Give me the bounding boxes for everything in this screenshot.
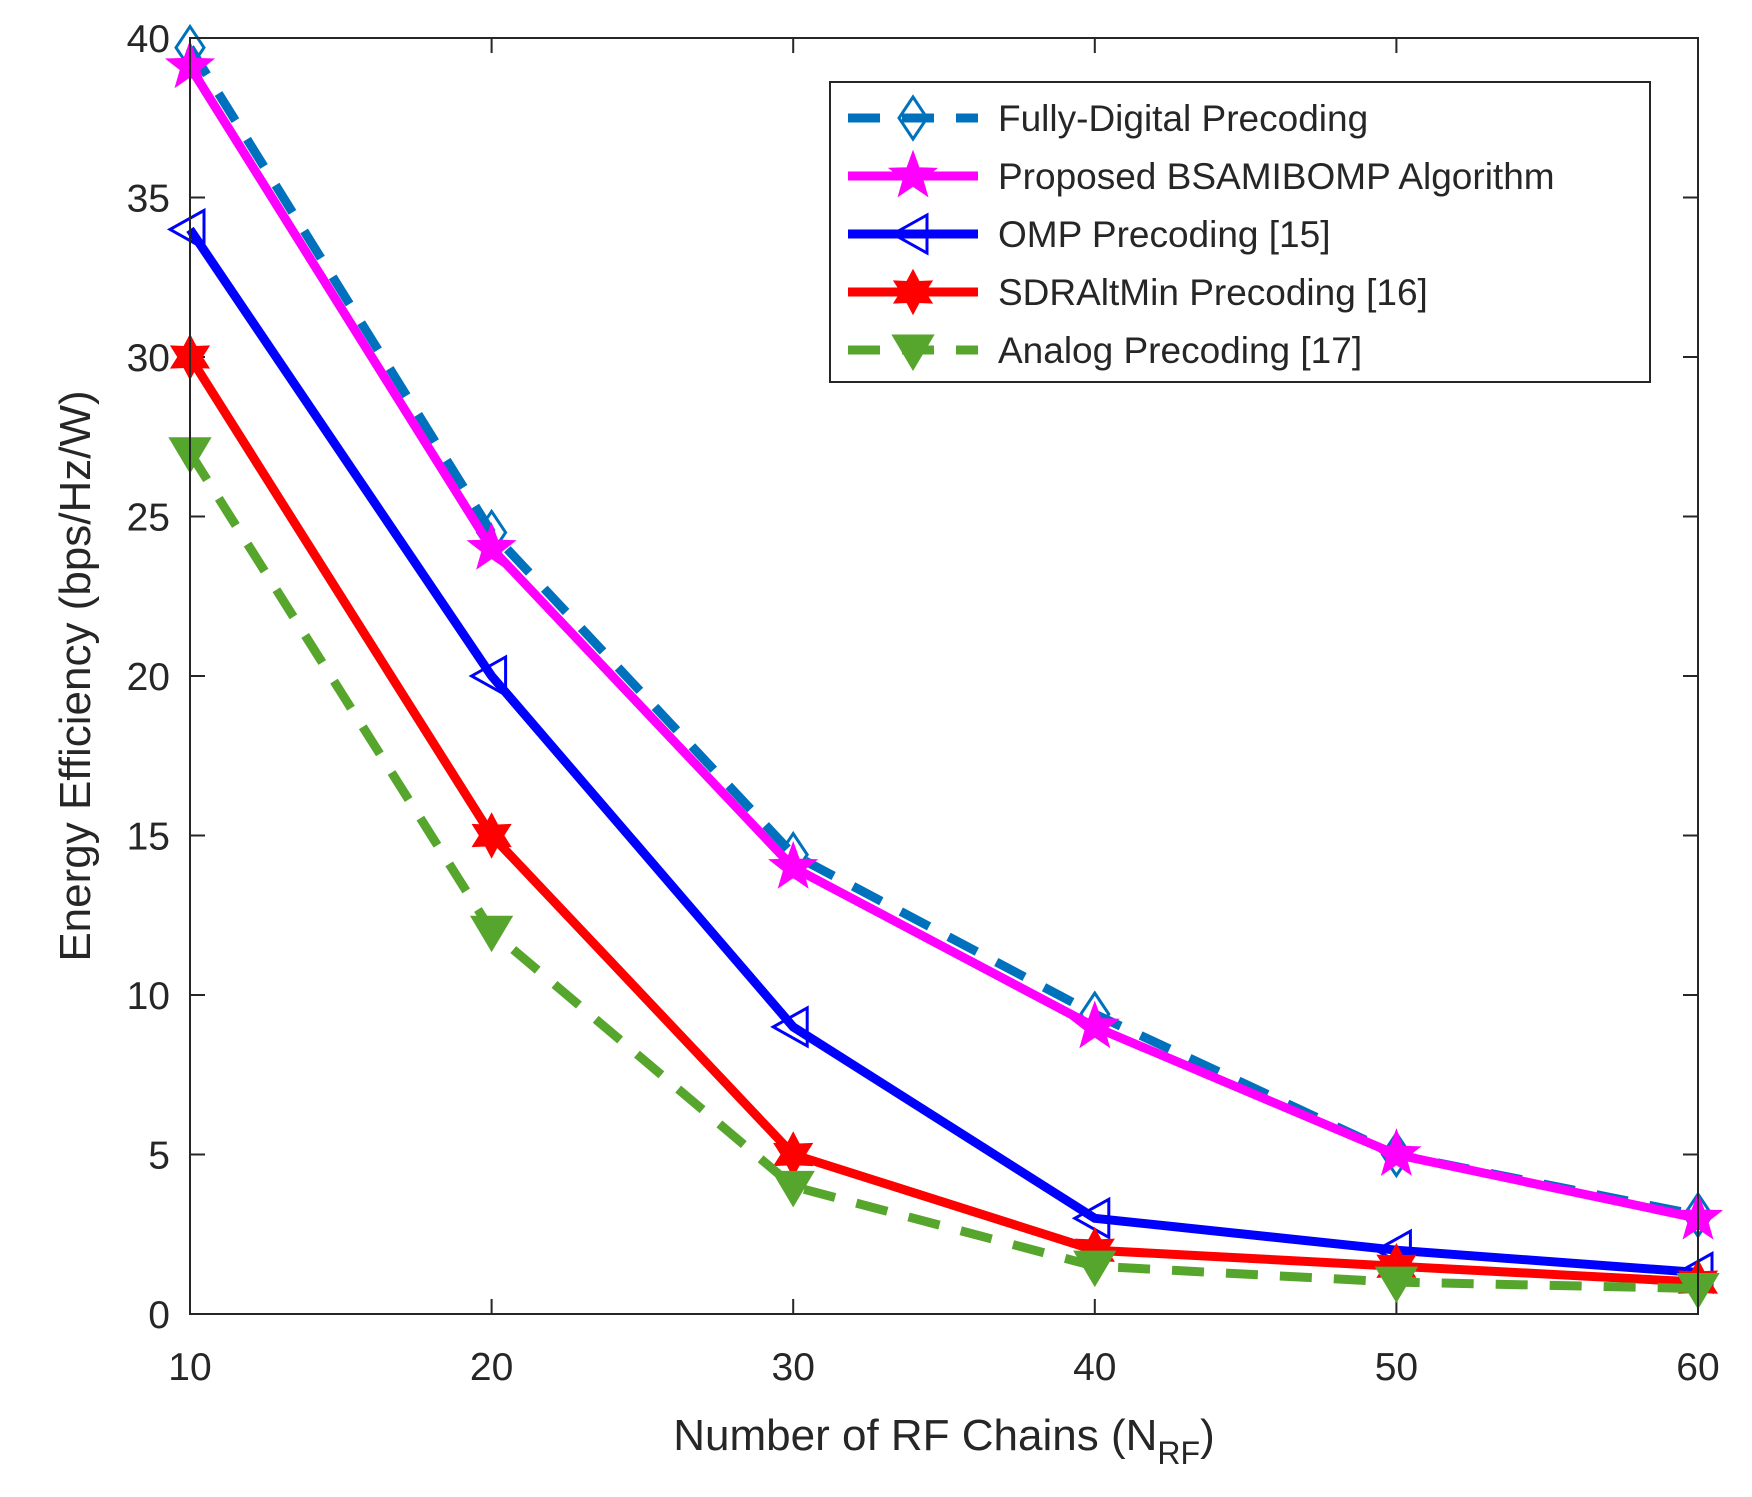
x-tick-label: 50 bbox=[1375, 1346, 1418, 1389]
legend-label: OMP Precoding [15] bbox=[998, 214, 1331, 255]
legend-marker bbox=[891, 334, 935, 371]
data-point-marker bbox=[768, 840, 819, 889]
legend-label: Analog Precoding [17] bbox=[998, 330, 1362, 371]
x-tick-label: 40 bbox=[1073, 1346, 1116, 1389]
y-axis-title: Energy Efficiency (bps/Hz/W) bbox=[51, 390, 100, 961]
legend-label: Proposed BSAMIBOMP Algorithm bbox=[998, 156, 1555, 197]
x-tick-label: 30 bbox=[772, 1346, 815, 1389]
data-point-marker bbox=[1069, 1000, 1120, 1049]
x-tick-label: 10 bbox=[168, 1346, 211, 1389]
data-point-marker bbox=[1071, 1196, 1111, 1240]
data-point-marker bbox=[468, 654, 508, 698]
legend-marker bbox=[889, 212, 929, 256]
data-point-marker bbox=[1371, 1128, 1422, 1176]
y-tick-label: 20 bbox=[127, 656, 170, 699]
legend-entry-5: Analog Precoding [17] bbox=[848, 330, 1362, 371]
series-line bbox=[186, 450, 1699, 1293]
series-line bbox=[186, 64, 1699, 1223]
y-tick-label: 5 bbox=[148, 1135, 170, 1178]
y-tick-labels: 0 5 10 15 20 25 30 35 40 bbox=[127, 18, 170, 1337]
legend-entry-4: SDRAltMin Precoding [16] bbox=[848, 268, 1428, 316]
y-tick-label: 15 bbox=[127, 816, 170, 859]
x-axis-title-subscript: RF bbox=[1157, 1435, 1200, 1471]
data-point-marker bbox=[1374, 1266, 1419, 1304]
data-point-marker bbox=[771, 1170, 815, 1208]
legend-entry-3: OMP Precoding [15] bbox=[848, 212, 1331, 256]
data-point-marker bbox=[1073, 1250, 1117, 1288]
x-tick-label: 20 bbox=[470, 1346, 513, 1389]
data-point-marker bbox=[471, 812, 512, 859]
y-tick-label: 35 bbox=[127, 178, 170, 221]
x-tick-labels: 10 20 30 40 50 60 bbox=[168, 1346, 1719, 1389]
data-point-marker bbox=[166, 207, 206, 251]
legend-label: SDRAltMin Precoding [16] bbox=[998, 272, 1428, 313]
legend-marker bbox=[892, 268, 934, 316]
legend-label: Fully-Digital Precoding bbox=[998, 98, 1368, 139]
y-tick-label: 40 bbox=[127, 18, 170, 61]
y-tick-label: 30 bbox=[127, 337, 170, 380]
legend-entry-2: Proposed BSAMIBOMP Algorithm bbox=[848, 149, 1555, 198]
x-axis-title-main: Number of RF Chains (N bbox=[673, 1411, 1157, 1460]
legend-marker bbox=[897, 94, 929, 142]
plot-frame bbox=[189, 37, 1699, 1315]
y-tick-label: 25 bbox=[127, 497, 170, 540]
legend-entry-1: Fully-Digital Precoding bbox=[848, 94, 1368, 142]
data-point-marker bbox=[466, 521, 517, 570]
data-point-marker bbox=[469, 915, 514, 953]
y-tick-label: 0 bbox=[148, 1294, 170, 1337]
y-tick-label: 10 bbox=[127, 975, 170, 1018]
x-tick-label: 60 bbox=[1676, 1346, 1719, 1389]
data-point-marker bbox=[770, 1005, 809, 1049]
legend-marker bbox=[887, 149, 939, 198]
data-series bbox=[164, 23, 1724, 1310]
legend: Fully-Digital Precoding Proposed BSAMIBOM… bbox=[829, 81, 1651, 383]
x-axis-title-close: ) bbox=[1200, 1411, 1215, 1460]
series-line bbox=[186, 354, 1699, 1287]
x-axis-title: Number of RF Chains (NRF) bbox=[673, 1411, 1214, 1471]
series-line bbox=[186, 226, 1699, 1277]
